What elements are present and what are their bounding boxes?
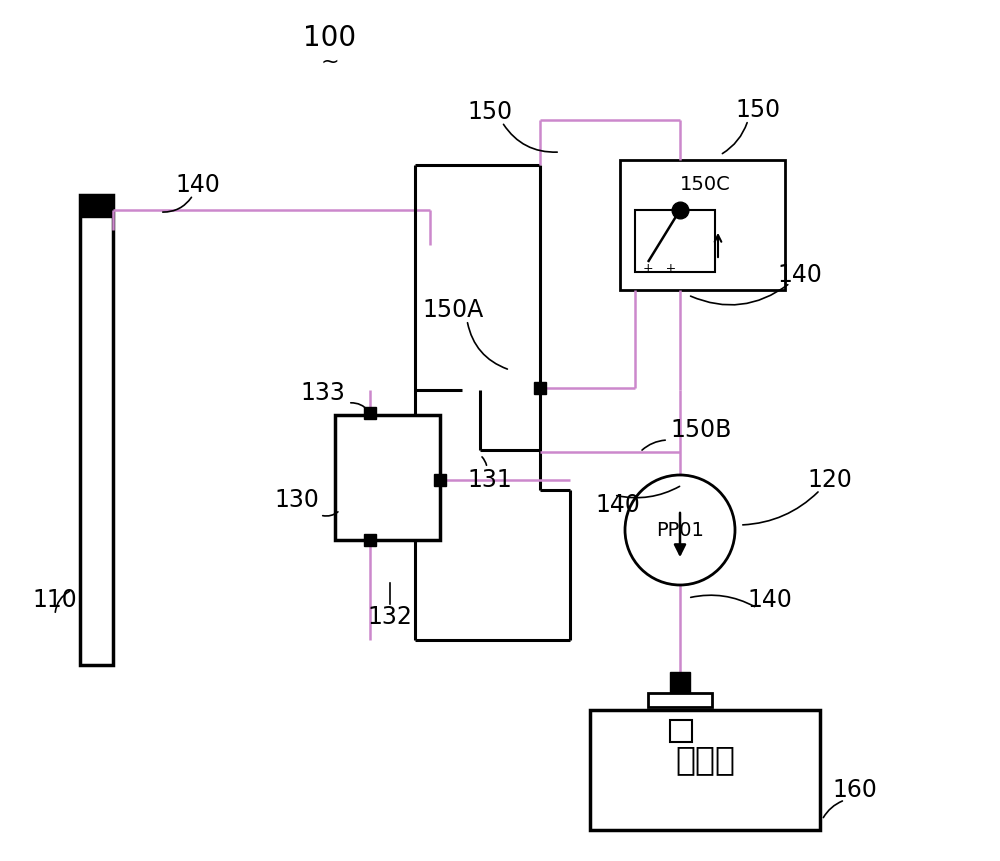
Text: ~: ~ <box>321 52 339 72</box>
FancyArrowPatch shape <box>617 486 680 498</box>
FancyArrowPatch shape <box>691 595 755 607</box>
Text: 150A: 150A <box>422 298 484 322</box>
Bar <box>590 710 820 830</box>
Text: 110: 110 <box>33 588 77 612</box>
Bar <box>80 195 113 217</box>
Bar <box>670 720 692 742</box>
Text: 130: 130 <box>275 488 319 512</box>
FancyArrowPatch shape <box>482 457 487 465</box>
FancyArrowPatch shape <box>823 801 842 818</box>
Text: 150B: 150B <box>670 418 731 442</box>
Text: 150: 150 <box>735 98 781 122</box>
Text: 133: 133 <box>301 381 345 405</box>
Text: 废液桶: 废液桶 <box>675 744 735 777</box>
Circle shape <box>625 475 735 585</box>
Bar <box>670 672 690 694</box>
FancyArrowPatch shape <box>722 122 747 153</box>
Text: 120: 120 <box>808 468 852 492</box>
Text: 150C: 150C <box>680 176 731 195</box>
Text: 150: 150 <box>467 100 513 124</box>
FancyArrowPatch shape <box>743 492 818 525</box>
Bar <box>648 693 712 707</box>
FancyArrowPatch shape <box>503 124 557 152</box>
Bar <box>635 210 715 272</box>
Text: 140: 140 <box>748 588 792 612</box>
FancyArrowPatch shape <box>691 285 788 305</box>
FancyArrowPatch shape <box>55 592 70 612</box>
FancyArrowPatch shape <box>351 403 368 411</box>
Text: 160: 160 <box>833 778 877 802</box>
Text: 100: 100 <box>303 24 357 52</box>
Bar <box>80 195 113 665</box>
Bar <box>335 415 440 540</box>
Text: +   +: + + <box>643 262 677 275</box>
FancyArrowPatch shape <box>468 323 507 369</box>
Text: 131: 131 <box>468 468 512 492</box>
Bar <box>620 160 785 290</box>
Text: PP01: PP01 <box>656 521 704 540</box>
Text: 132: 132 <box>368 605 412 629</box>
Text: 140: 140 <box>596 493 640 517</box>
Text: 140: 140 <box>778 263 822 287</box>
FancyArrowPatch shape <box>163 197 191 212</box>
Text: 140: 140 <box>176 173 220 197</box>
FancyArrowPatch shape <box>642 440 665 450</box>
FancyArrowPatch shape <box>323 511 338 516</box>
